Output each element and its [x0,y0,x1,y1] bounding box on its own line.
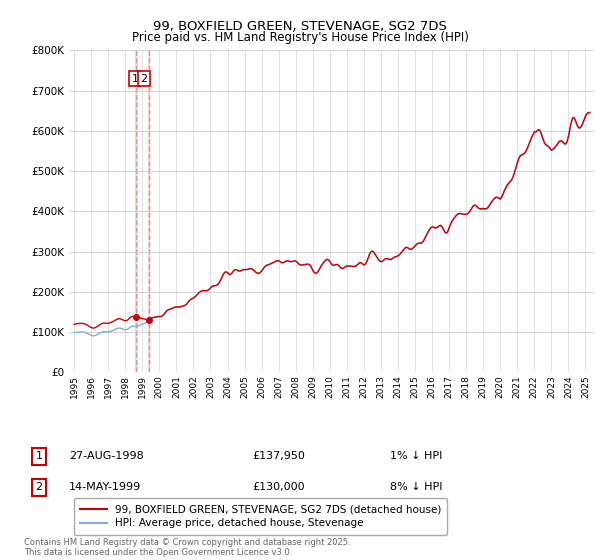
Text: 8% ↓ HPI: 8% ↓ HPI [390,482,443,492]
Text: 2: 2 [35,482,43,492]
Text: 1% ↓ HPI: 1% ↓ HPI [390,451,442,461]
Text: 1: 1 [131,73,139,83]
Legend: 99, BOXFIELD GREEN, STEVENAGE, SG2 7DS (detached house), HPI: Average price, det: 99, BOXFIELD GREEN, STEVENAGE, SG2 7DS (… [74,498,448,535]
Text: 27-AUG-1998: 27-AUG-1998 [69,451,144,461]
Text: Price paid vs. HM Land Registry's House Price Index (HPI): Price paid vs. HM Land Registry's House … [131,31,469,44]
Bar [136,50,137,372]
Text: 1: 1 [35,451,43,461]
Text: £137,950: £137,950 [252,451,305,461]
Text: 99, BOXFIELD GREEN, STEVENAGE, SG2 7DS: 99, BOXFIELD GREEN, STEVENAGE, SG2 7DS [153,20,447,32]
Bar [148,50,149,372]
Text: 14-MAY-1999: 14-MAY-1999 [69,482,141,492]
Text: 2: 2 [140,73,148,83]
Text: £130,000: £130,000 [252,482,305,492]
Text: Contains HM Land Registry data © Crown copyright and database right 2025.
This d: Contains HM Land Registry data © Crown c… [24,538,350,557]
